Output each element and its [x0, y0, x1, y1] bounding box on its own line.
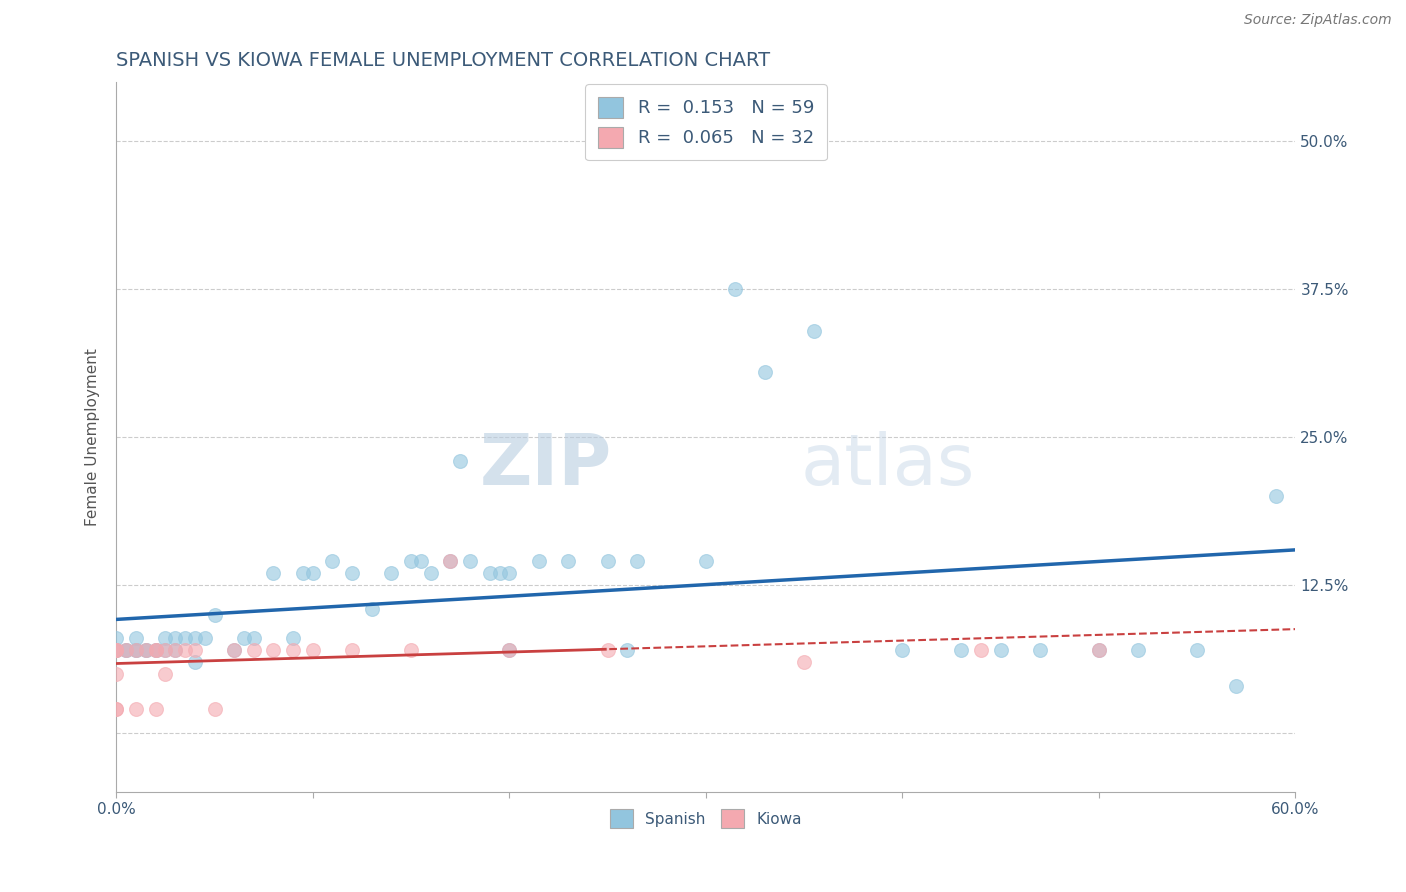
- Text: atlas: atlas: [800, 431, 974, 500]
- Point: [184, 631, 207, 645]
- Point: [105, 643, 128, 657]
- Point: [596, 643, 619, 657]
- Point: [224, 643, 246, 657]
- Point: [596, 554, 619, 568]
- Point: [380, 566, 402, 581]
- Point: [1225, 679, 1247, 693]
- Point: [105, 666, 128, 681]
- Point: [105, 643, 128, 657]
- Point: [754, 365, 776, 379]
- Point: [145, 643, 167, 657]
- Text: ZIP: ZIP: [479, 431, 612, 500]
- Point: [233, 631, 256, 645]
- Point: [281, 643, 304, 657]
- Point: [135, 643, 157, 657]
- Point: [174, 631, 197, 645]
- Point: [793, 655, 815, 669]
- Point: [115, 643, 138, 657]
- Point: [155, 631, 177, 645]
- Point: [165, 643, 187, 657]
- Point: [950, 643, 973, 657]
- Point: [115, 643, 138, 657]
- Point: [803, 324, 825, 338]
- Point: [224, 643, 246, 657]
- Point: [115, 643, 138, 657]
- Point: [891, 643, 914, 657]
- Point: [105, 702, 128, 716]
- Point: [695, 554, 717, 568]
- Point: [243, 643, 266, 657]
- Point: [301, 566, 323, 581]
- Point: [478, 566, 501, 581]
- Point: [125, 643, 148, 657]
- Point: [165, 631, 187, 645]
- Point: [174, 643, 197, 657]
- Point: [399, 643, 422, 657]
- Point: [1088, 643, 1111, 657]
- Point: [263, 643, 285, 657]
- Point: [1029, 643, 1052, 657]
- Point: [125, 643, 148, 657]
- Point: [990, 643, 1012, 657]
- Point: [1185, 643, 1208, 657]
- Point: [439, 554, 461, 568]
- Point: [145, 643, 167, 657]
- Point: [291, 566, 314, 581]
- Point: [724, 282, 747, 296]
- Point: [419, 566, 441, 581]
- Point: [301, 643, 323, 657]
- Point: [165, 643, 187, 657]
- Point: [135, 643, 157, 657]
- Point: [125, 643, 148, 657]
- Point: [1128, 643, 1150, 657]
- Y-axis label: Female Unemployment: Female Unemployment: [86, 348, 100, 526]
- Point: [105, 643, 128, 657]
- Point: [498, 643, 520, 657]
- Point: [184, 655, 207, 669]
- Point: [321, 554, 343, 568]
- Point: [105, 702, 128, 716]
- Point: [340, 643, 363, 657]
- Point: [488, 566, 510, 581]
- Point: [409, 554, 432, 568]
- Point: [340, 566, 363, 581]
- Point: [105, 643, 128, 657]
- Point: [194, 631, 217, 645]
- Point: [626, 554, 648, 568]
- Point: [498, 566, 520, 581]
- Point: [263, 566, 285, 581]
- Point: [155, 666, 177, 681]
- Point: [360, 601, 382, 615]
- Point: [145, 643, 167, 657]
- Point: [135, 643, 157, 657]
- Point: [1088, 643, 1111, 657]
- Point: [281, 631, 304, 645]
- Point: [204, 607, 226, 622]
- Point: [243, 631, 266, 645]
- Point: [184, 643, 207, 657]
- Text: SPANISH VS KIOWA FEMALE UNEMPLOYMENT CORRELATION CHART: SPANISH VS KIOWA FEMALE UNEMPLOYMENT COR…: [117, 51, 770, 70]
- Point: [458, 554, 481, 568]
- Point: [204, 702, 226, 716]
- Point: [970, 643, 993, 657]
- Point: [155, 643, 177, 657]
- Point: [399, 554, 422, 568]
- Point: [155, 643, 177, 657]
- Point: [125, 631, 148, 645]
- Point: [145, 702, 167, 716]
- Point: [616, 643, 638, 657]
- Point: [439, 554, 461, 568]
- Point: [449, 454, 471, 468]
- Point: [105, 643, 128, 657]
- Text: Source: ZipAtlas.com: Source: ZipAtlas.com: [1244, 13, 1392, 28]
- Point: [1264, 489, 1286, 503]
- Point: [498, 643, 520, 657]
- Point: [105, 631, 128, 645]
- Point: [527, 554, 550, 568]
- Legend: Spanish, Kiowa: Spanish, Kiowa: [605, 803, 807, 834]
- Point: [557, 554, 579, 568]
- Point: [145, 643, 167, 657]
- Point: [125, 702, 148, 716]
